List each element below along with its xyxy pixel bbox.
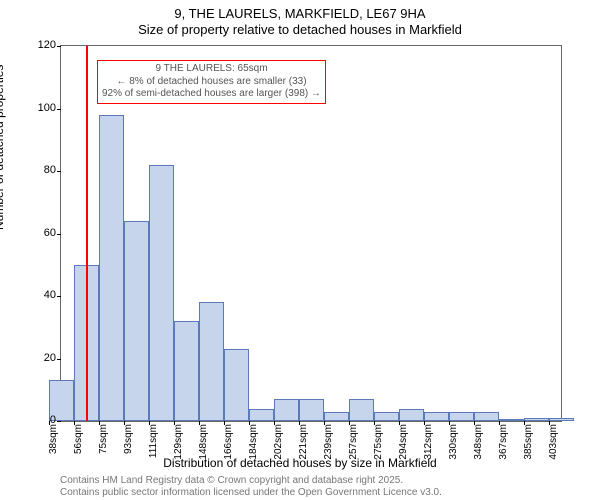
y-tick bbox=[57, 359, 61, 360]
histogram-bar bbox=[199, 302, 224, 421]
footer-line-1: Contains HM Land Registry data © Crown c… bbox=[60, 475, 403, 486]
x-tick-label: 129sqm bbox=[173, 424, 184, 464]
plot-area: 9 THE LAURELS: 65sqm← 8% of detached hou… bbox=[60, 45, 562, 422]
histogram-bar bbox=[174, 321, 199, 421]
chart-title: 9, THE LAURELS, MARKFIELD, LE67 9HA bbox=[0, 6, 600, 21]
histogram-bar bbox=[349, 399, 374, 421]
y-tick-label: 100 bbox=[38, 102, 56, 114]
histogram-bar bbox=[399, 409, 424, 422]
histogram-bar bbox=[249, 409, 274, 422]
histogram-bar bbox=[374, 412, 399, 421]
histogram-bar bbox=[549, 418, 574, 421]
x-tick-label: 56sqm bbox=[73, 424, 84, 464]
reference-line bbox=[86, 46, 88, 421]
x-tick-label: 202sqm bbox=[273, 424, 284, 464]
histogram-bar bbox=[149, 165, 174, 421]
y-tick-label: 120 bbox=[38, 39, 56, 51]
x-tick-label: 385sqm bbox=[523, 424, 534, 464]
histogram-bar bbox=[524, 418, 549, 421]
y-tick bbox=[57, 171, 61, 172]
x-tick-label: 367sqm bbox=[498, 424, 509, 464]
chart-subtitle: Size of property relative to detached ho… bbox=[0, 22, 600, 37]
x-tick-label: 38sqm bbox=[48, 424, 59, 464]
x-tick-label: 166sqm bbox=[223, 424, 234, 464]
y-tick bbox=[57, 421, 61, 422]
y-tick-label: 80 bbox=[44, 164, 56, 176]
x-tick-label: 312sqm bbox=[423, 424, 434, 464]
x-tick-label: 75sqm bbox=[98, 424, 109, 464]
histogram-bar bbox=[224, 349, 249, 421]
x-tick-label: 275sqm bbox=[373, 424, 384, 464]
x-tick-label: 93sqm bbox=[123, 424, 134, 464]
x-tick-label: 221sqm bbox=[298, 424, 309, 464]
y-tick bbox=[57, 296, 61, 297]
footer-line-2: Contains public sector information licen… bbox=[60, 487, 442, 498]
x-tick-label: 403sqm bbox=[548, 424, 559, 464]
y-tick-label: 40 bbox=[44, 289, 56, 301]
histogram-bar bbox=[474, 412, 499, 421]
x-tick-label: 148sqm bbox=[198, 424, 209, 464]
x-tick-label: 111sqm bbox=[148, 424, 159, 464]
annotation-box: 9 THE LAURELS: 65sqm← 8% of detached hou… bbox=[97, 60, 326, 104]
x-tick-label: 330sqm bbox=[448, 424, 459, 464]
x-tick-label: 184sqm bbox=[248, 424, 259, 464]
x-tick-label: 294sqm bbox=[398, 424, 409, 464]
histogram-bar bbox=[499, 419, 524, 421]
y-tick bbox=[57, 46, 61, 47]
y-tick bbox=[57, 109, 61, 110]
y-tick-label: 20 bbox=[44, 352, 56, 364]
x-tick-label: 239sqm bbox=[323, 424, 334, 464]
y-tick-label: 60 bbox=[44, 227, 56, 239]
histogram-bar bbox=[99, 115, 124, 421]
x-tick-label: 257sqm bbox=[348, 424, 359, 464]
x-tick-label: 348sqm bbox=[473, 424, 484, 464]
histogram-bar bbox=[124, 221, 149, 421]
annotation-line-2: ← 8% of detached houses are smaller (33) bbox=[102, 76, 321, 89]
y-axis-label: Number of detached properties bbox=[0, 65, 6, 230]
y-tick bbox=[57, 234, 61, 235]
histogram-bar bbox=[324, 412, 349, 421]
histogram-bar bbox=[299, 399, 324, 421]
histogram-bar bbox=[274, 399, 299, 421]
annotation-line-3: 92% of semi-detached houses are larger (… bbox=[102, 88, 321, 101]
histogram-bar bbox=[449, 412, 474, 421]
annotation-line-1: 9 THE LAURELS: 65sqm bbox=[102, 63, 321, 76]
histogram-bar bbox=[424, 412, 449, 421]
